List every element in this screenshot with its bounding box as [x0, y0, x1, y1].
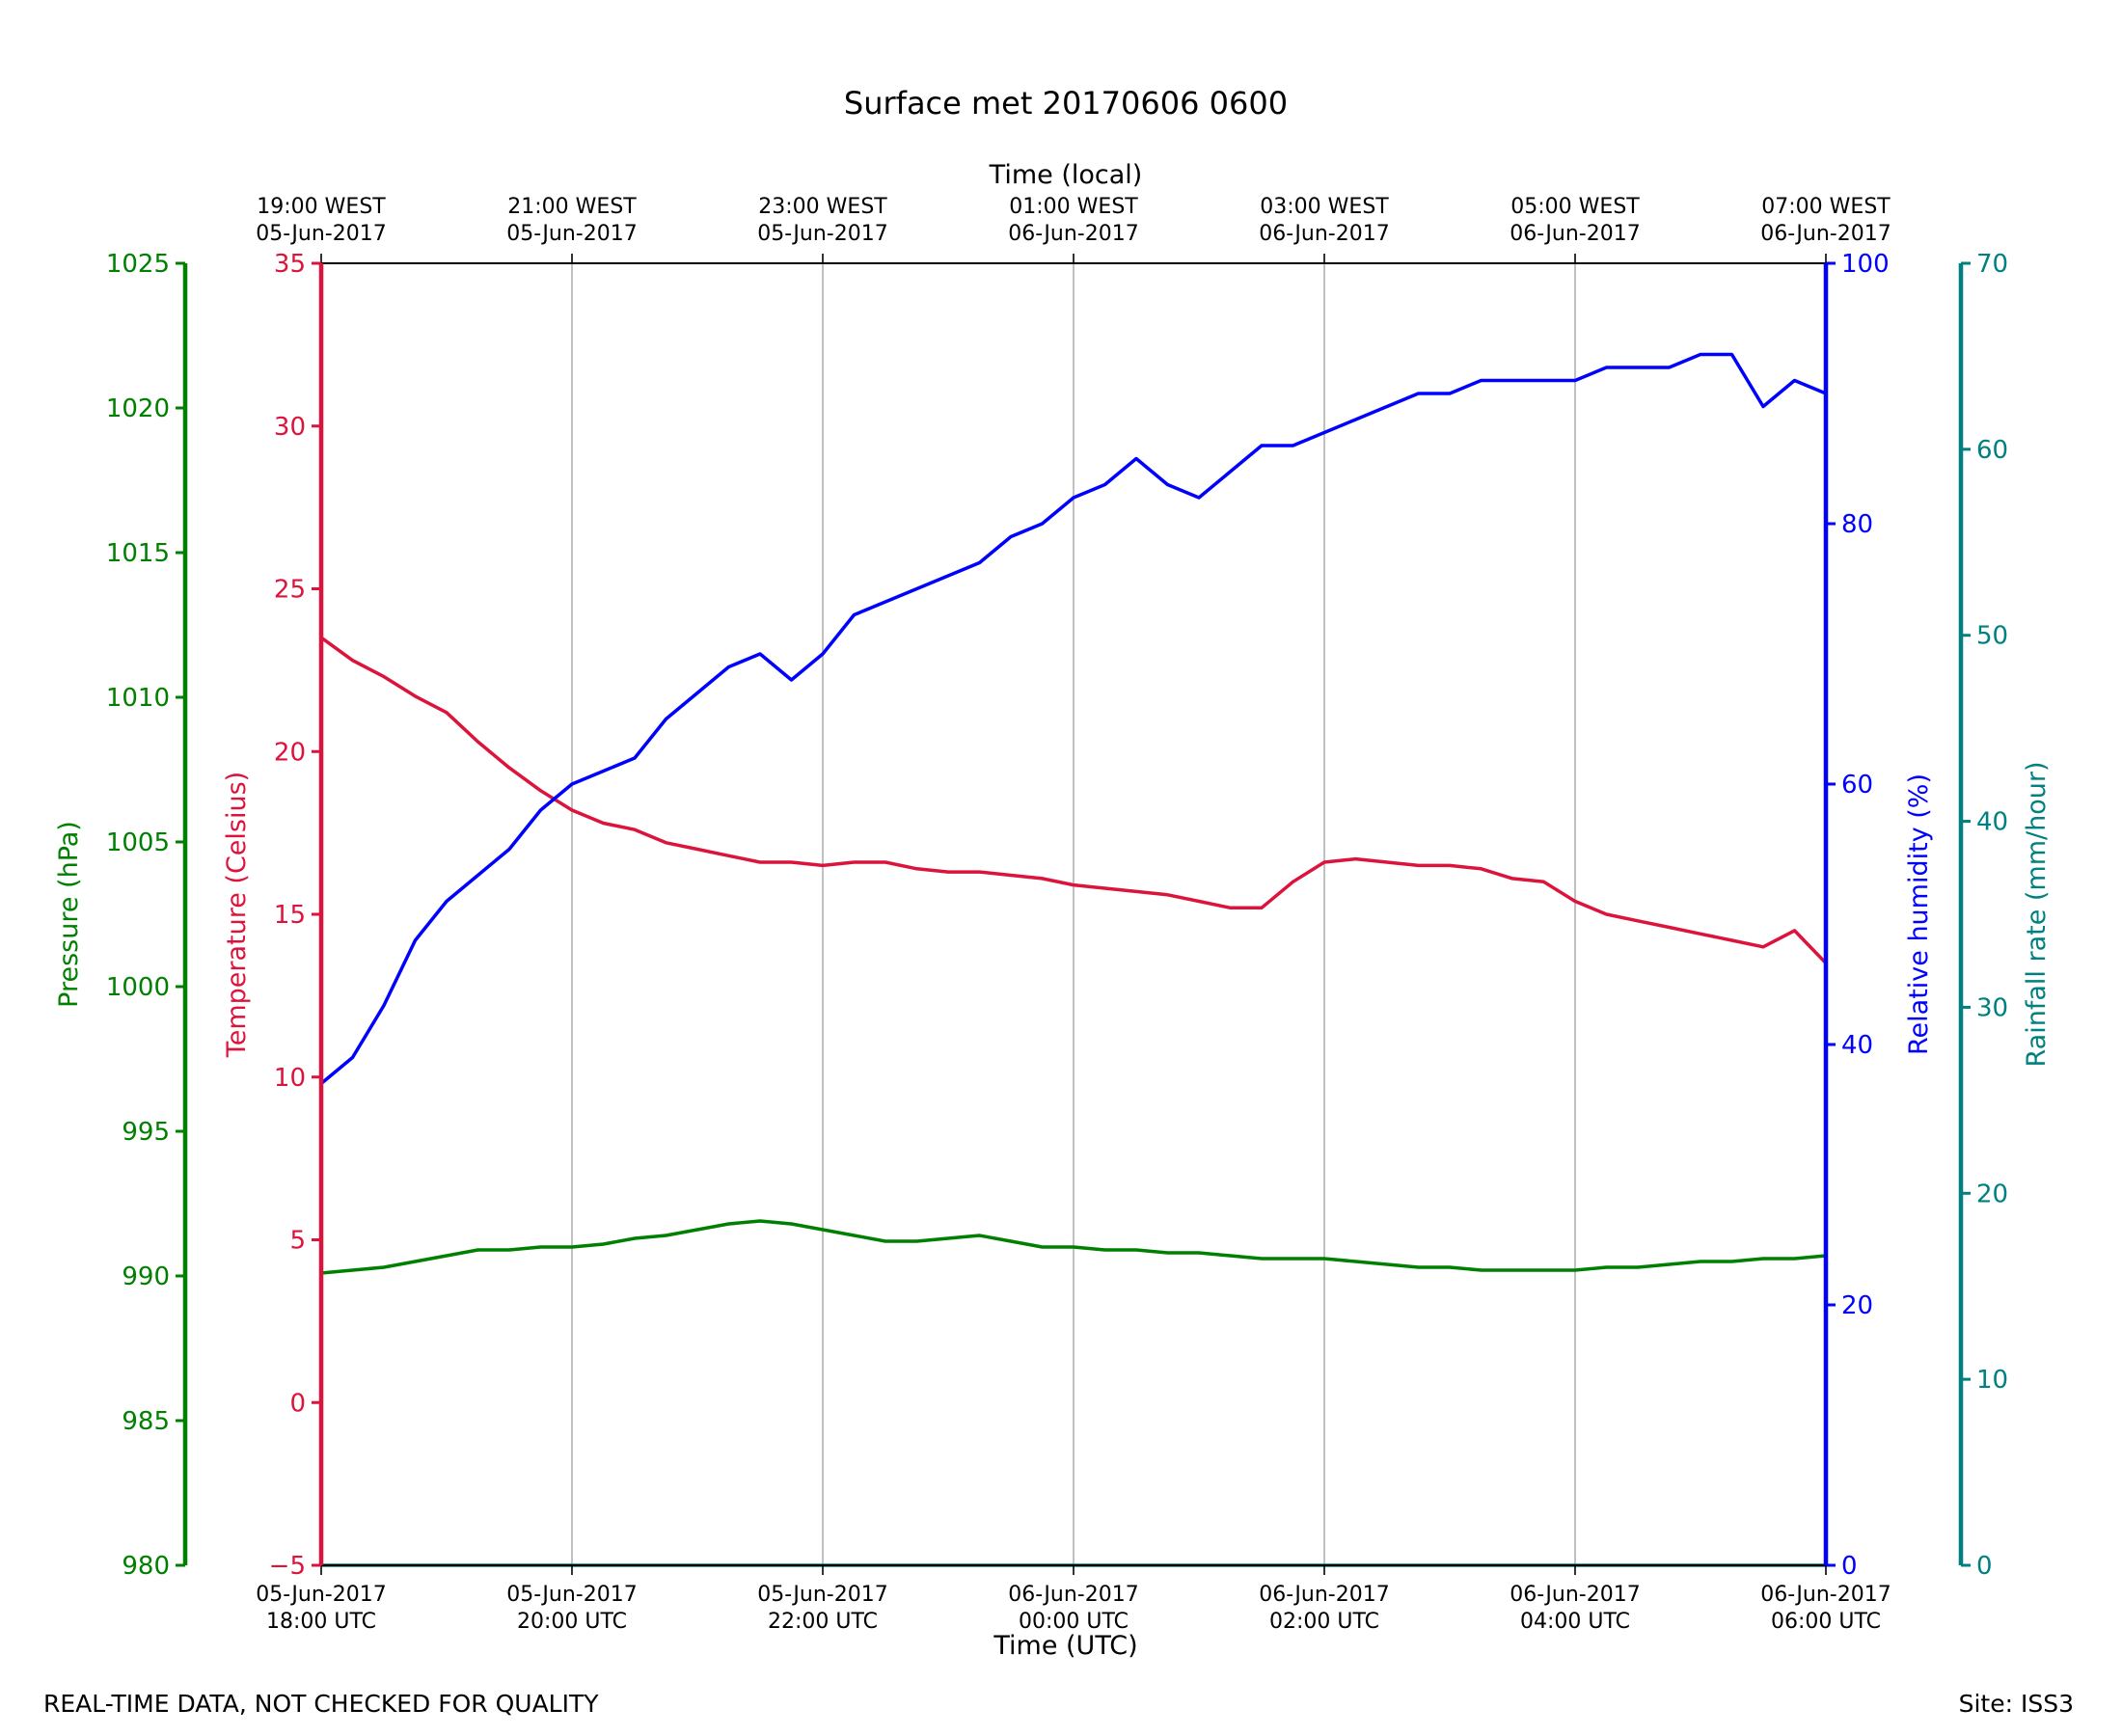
x-bottom-tick-time-1: 20:00 UTC — [517, 1610, 627, 1634]
x-top-tick-date-2: 05-Jun-2017 — [757, 222, 887, 246]
rainfall-tick-label-5: 50 — [1976, 622, 2008, 651]
x-bottom-tick-label-2: 05-Jun-2017 22:00 UTC — [757, 1583, 887, 1634]
pressure-tick-label-7: 1015 — [106, 539, 170, 568]
humidity-tick-label-3: 60 — [1841, 771, 1873, 800]
temperature-tick-label-3: 10 — [274, 1064, 306, 1093]
x-top-tick-label-1: 21:00 WEST 05-Jun-2017 — [506, 195, 637, 246]
temperature-tick-label-6: 25 — [274, 576, 306, 605]
rainfall-tick-label-6: 60 — [1976, 436, 2008, 465]
x-top-tick-time-2: 23:00 WEST — [758, 195, 887, 219]
humidity-tick-label-5: 100 — [1841, 250, 1890, 279]
x-top-tick-date-4: 06-Jun-2017 — [1259, 222, 1389, 246]
x-top-tick-time-6: 07:00 WEST — [1761, 195, 1891, 219]
x-top-tick-time-1: 21:00 WEST — [507, 195, 637, 219]
x-bottom-tick-time-6: 06:00 UTC — [1771, 1610, 1881, 1634]
x-top-tick-label-3: 01:00 WEST 06-Jun-2017 — [1008, 195, 1138, 246]
humidity-axis-label: Relative humidity (%) — [1904, 773, 1934, 1055]
x-bottom-tick-date-3: 06-Jun-2017 — [1008, 1583, 1138, 1607]
rainfall-tick-label-1: 10 — [1976, 1366, 2008, 1395]
x-bottom-tick-label-5: 06-Jun-2017 04:00 UTC — [1510, 1583, 1640, 1634]
x-bottom-tick-time-3: 00:00 UTC — [1019, 1610, 1129, 1634]
x-top-tick-date-6: 06-Jun-2017 — [1760, 222, 1891, 246]
x-bottom-tick-date-4: 06-Jun-2017 — [1259, 1583, 1389, 1607]
pressure-tick-label-4: 1000 — [106, 973, 170, 1002]
rainfall-tick-label-4: 40 — [1976, 808, 2008, 837]
x-top-tick-time-4: 03:00 WEST — [1260, 195, 1389, 219]
x-top-tick-date-3: 06-Jun-2017 — [1008, 222, 1138, 246]
x-bottom-tick-date-1: 05-Jun-2017 — [506, 1583, 637, 1607]
humidity-tick-label-0: 0 — [1841, 1552, 1858, 1581]
x-top-tick-label-0: 19:00 WEST 05-Jun-2017 — [256, 195, 386, 246]
temperature-series-line — [319, 636, 1828, 964]
pressure-series-line — [320, 1219, 1827, 1275]
x-top-tick-label-6: 07:00 WEST 06-Jun-2017 — [1760, 195, 1891, 246]
quality-disclaimer: REAL-TIME DATA, NOT CHECKED FOR QUALITY — [43, 1690, 599, 1718]
x-top-tick-date-5: 06-Jun-2017 — [1510, 222, 1640, 246]
x-bottom-tick-label-6: 06-Jun-2017 06:00 UTC — [1760, 1583, 1891, 1634]
pressure-tick-label-3: 995 — [122, 1118, 170, 1147]
temperature-tick-label-8: 35 — [274, 250, 306, 279]
rainfall-tick-label-7: 70 — [1976, 250, 2008, 279]
temperature-axis-label: Temperature (Celsius) — [222, 772, 252, 1058]
x-top-tick-date-0: 05-Jun-2017 — [256, 222, 386, 246]
temperature-tick-label-1: 0 — [289, 1389, 306, 1418]
temperature-tick-label-4: 15 — [274, 901, 306, 930]
site-label: Site: ISS3 — [1958, 1690, 2074, 1718]
x-top-tick-time-3: 01:00 WEST — [1009, 195, 1138, 219]
pressure-tick-label-5: 1005 — [106, 828, 170, 857]
temperature-tick-label-5: 20 — [274, 738, 306, 767]
x-top-tick-label-2: 23:00 WEST 05-Jun-2017 — [757, 195, 887, 246]
pressure-tick-label-8: 1020 — [106, 394, 170, 423]
x-top-tick-label-4: 03:00 WEST 06-Jun-2017 — [1259, 195, 1389, 246]
x-bottom-tick-date-6: 06-Jun-2017 — [1760, 1583, 1891, 1607]
pressure-tick-label-0: 980 — [122, 1552, 170, 1581]
grid-layer — [320, 263, 1827, 1565]
x-top-tick-time-0: 19:00 WEST — [257, 195, 386, 219]
axes-layer: 05-Jun-2017 18:00 UTC 19:00 WEST 05-Jun-201… — [54, 195, 2052, 1634]
x-bottom-tick-date-5: 06-Jun-2017 — [1510, 1583, 1640, 1607]
pressure-tick-label-9: 1025 — [106, 250, 170, 279]
x-top-tick-date-1: 05-Jun-2017 — [506, 222, 637, 246]
x-top-tick-time-5: 05:00 WEST — [1510, 195, 1640, 219]
x-bottom-tick-time-0: 18:00 UTC — [266, 1610, 376, 1634]
x-bottom-tick-date-0: 05-Jun-2017 — [256, 1583, 386, 1607]
rainfall-tick-label-3: 30 — [1976, 993, 2008, 1022]
bottom-axis-title: Time (UTC) — [993, 1631, 1137, 1661]
temperature-tick-label-2: 5 — [289, 1227, 306, 1256]
humidity-tick-label-1: 20 — [1841, 1291, 1873, 1320]
pressure-tick-label-2: 990 — [122, 1262, 170, 1291]
x-bottom-tick-label-4: 06-Jun-2017 02:00 UTC — [1259, 1583, 1389, 1634]
x-bottom-tick-label-0: 05-Jun-2017 18:00 UTC — [256, 1583, 386, 1634]
rainfall-axis-label: Rainfall rate (mm/hour) — [2022, 762, 2052, 1068]
temperature-tick-label-7: 30 — [274, 413, 306, 442]
x-bottom-tick-time-5: 04:00 UTC — [1520, 1610, 1630, 1634]
pressure-tick-label-1: 985 — [122, 1407, 170, 1436]
rainfall-tick-label-0: 0 — [1976, 1552, 1993, 1581]
pressure-axis-label: Pressure (hPa) — [54, 821, 84, 1008]
humidity-series-line — [319, 352, 1827, 1085]
top-axis-title: Time (local) — [989, 160, 1143, 190]
x-bottom-tick-label-3: 06-Jun-2017 00:00 UTC — [1008, 1583, 1138, 1634]
x-bottom-tick-time-4: 02:00 UTC — [1269, 1610, 1379, 1634]
pressure-tick-label-6: 1010 — [106, 684, 170, 713]
temperature-tick-label-0: −5 — [269, 1552, 306, 1581]
x-bottom-tick-time-2: 22:00 UTC — [768, 1610, 878, 1634]
chart-title: Surface met 20170606 0600 — [844, 85, 1288, 122]
humidity-tick-label-2: 40 — [1841, 1031, 1873, 1060]
x-top-tick-label-5: 05:00 WEST 06-Jun-2017 — [1510, 195, 1640, 246]
x-bottom-tick-date-2: 05-Jun-2017 — [757, 1583, 887, 1607]
rainfall-tick-label-2: 20 — [1976, 1180, 2008, 1208]
x-bottom-tick-label-1: 05-Jun-2017 20:00 UTC — [506, 1583, 637, 1634]
humidity-tick-label-4: 80 — [1841, 510, 1873, 539]
